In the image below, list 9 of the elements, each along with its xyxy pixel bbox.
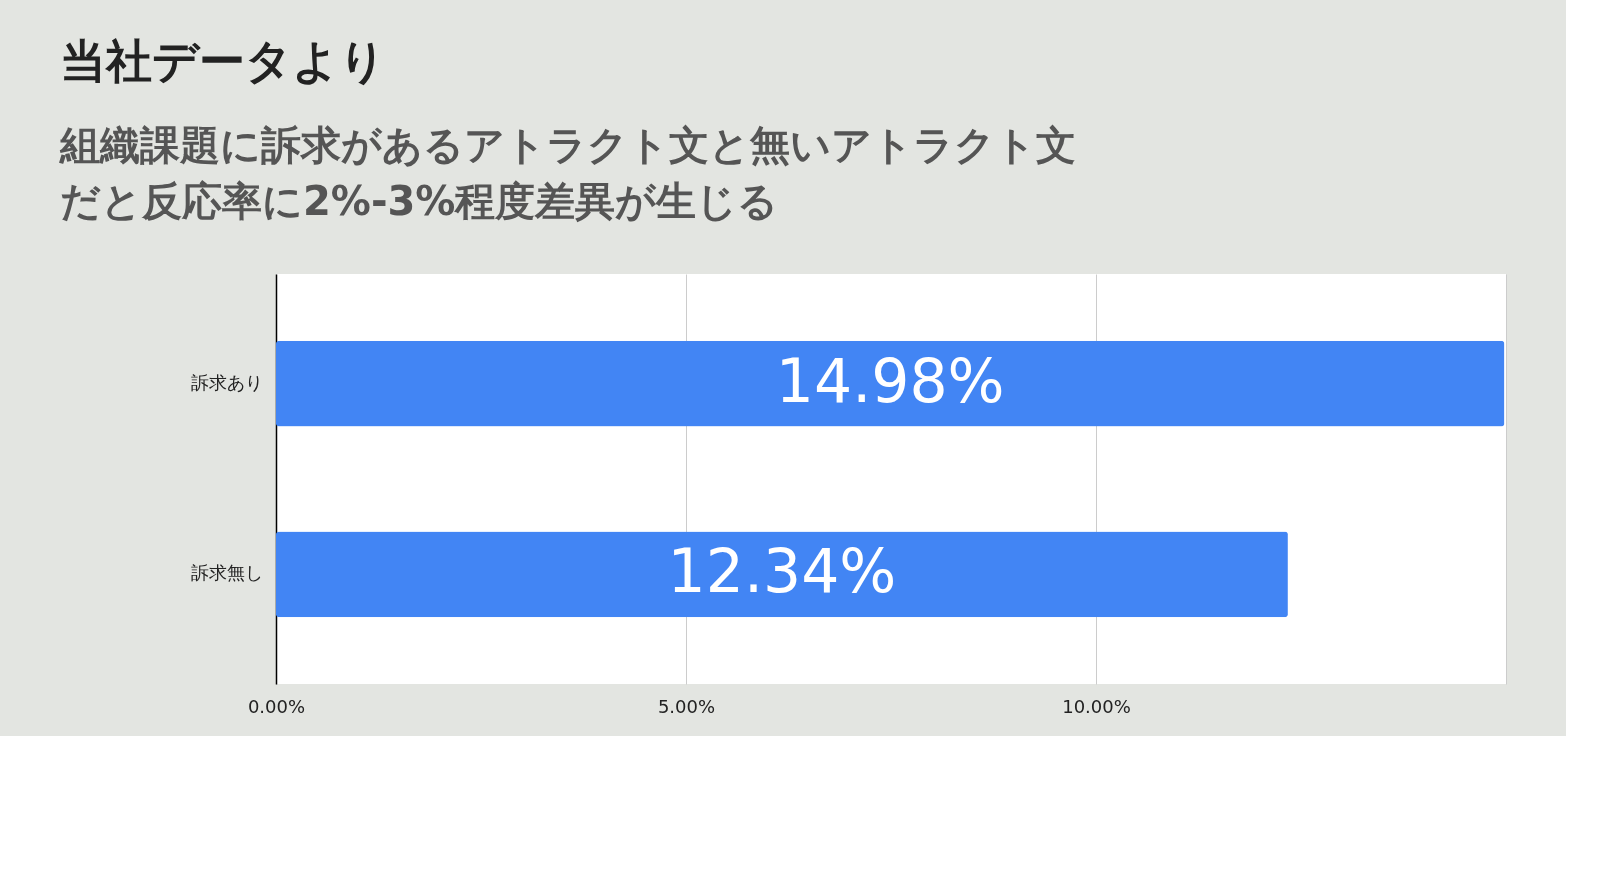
data-label: 12.34% xyxy=(667,536,897,607)
y-tick-label: 訴求あり xyxy=(190,371,263,393)
x-tick-label: 5.00% xyxy=(657,695,716,717)
chart-title: 当社データより xyxy=(60,34,386,88)
x-tick-label: 10.00% xyxy=(1062,695,1131,717)
y-tick-label: 訴求無し xyxy=(190,562,263,584)
x-tick-label: 0.00% xyxy=(247,695,306,717)
chart-subtitle: 組織課題に訴求があるアトラクト文と無いアトラクト文だと反応率に2%-3%程度差異が生じる xyxy=(59,122,1076,224)
data-label: 14.98% xyxy=(775,345,1005,416)
